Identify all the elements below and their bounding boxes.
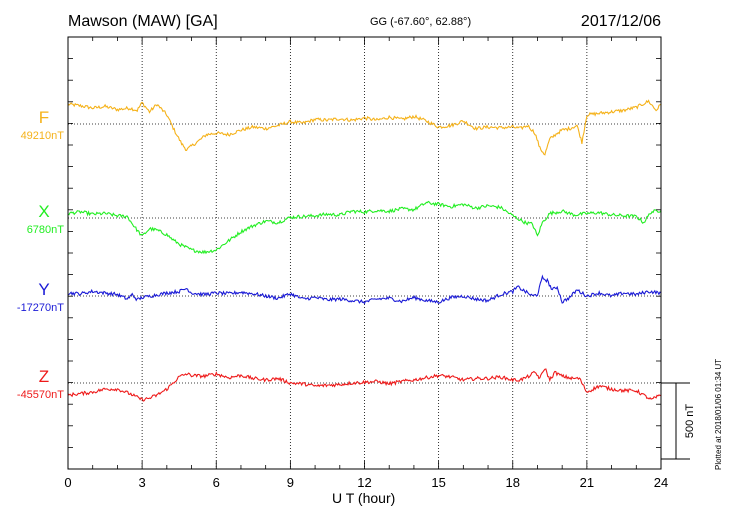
series-line-y [67, 274, 662, 305]
x-axis-ticks: 0 3 6 9 12 15 18 21 24 [64, 37, 668, 490]
chart-date: 2017/12/06 [580, 13, 661, 30]
station-coordinates: GG (-67.60°, 62.88°) [370, 16, 472, 28]
grid-lines [68, 37, 661, 469]
series-baseline-label-f: 49210nT [21, 130, 65, 142]
chart-title: Mawson (MAW) [GA] [68, 13, 218, 30]
series-line-x [67, 200, 662, 255]
series-baseline-label-y: -17270nT [17, 302, 64, 314]
series-name-x: X [38, 202, 49, 221]
x-tick-label: 18 [506, 475, 520, 490]
series-line-z [67, 368, 662, 402]
series-name-z: Z [39, 367, 49, 386]
x-tick-label: 15 [431, 475, 445, 490]
series-labels: F 49210nT X 6780nT Y -17270nT Z -45570nT [17, 108, 64, 401]
x-tick-label: 24 [654, 475, 668, 490]
series-baseline-label-z: -45570nT [17, 389, 64, 401]
x-tick-label: 0 [64, 475, 71, 490]
x-tick-label: 9 [287, 475, 294, 490]
series-name-y: Y [38, 280, 49, 299]
x-tick-label: 21 [580, 475, 594, 490]
series-layer [67, 99, 662, 402]
x-tick-label: 12 [357, 475, 371, 490]
series-baseline-label-x: 6780nT [27, 224, 65, 236]
x-axis-label: U T (hour) [332, 490, 396, 506]
scale-bar-label: 500 nT [684, 404, 696, 439]
scale-bar: 500 nT [661, 382, 696, 460]
x-tick-label: 6 [213, 475, 220, 490]
x-tick-label: 3 [139, 475, 146, 490]
series-name-f: F [39, 108, 49, 127]
series-line-f [67, 99, 662, 156]
